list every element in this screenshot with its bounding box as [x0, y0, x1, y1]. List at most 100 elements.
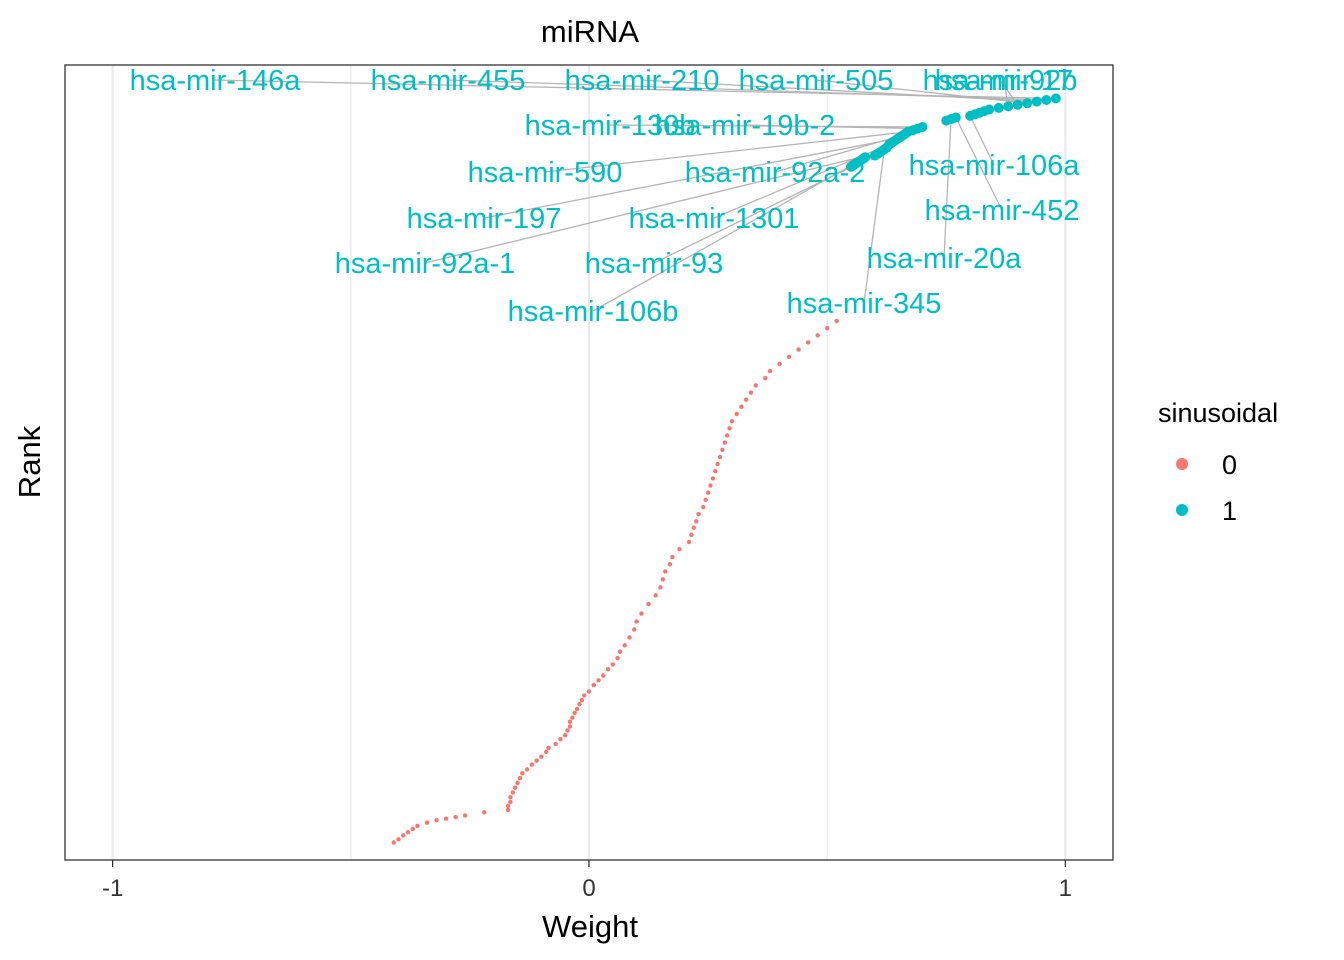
label-leader-line — [943, 119, 952, 259]
data-point-series-0 — [534, 758, 539, 763]
data-point-series-0 — [391, 840, 396, 845]
data-point-series-0 — [686, 539, 692, 545]
data-point-series-0 — [565, 728, 570, 733]
x-axis-title: Weight — [542, 909, 638, 944]
data-point-series-0 — [734, 411, 739, 417]
label-leader-line — [424, 151, 880, 264]
data-point-series-0 — [567, 719, 573, 724]
point-label: hsa-mir-20a — [867, 243, 1023, 275]
data-point-series-1 — [1022, 98, 1033, 109]
data-point-series-0 — [708, 483, 713, 488]
data-point-series-0 — [410, 826, 415, 832]
data-point-series-1 — [1050, 93, 1061, 104]
point-label: hsa-mir-452 — [925, 195, 1080, 227]
label-leader-line — [969, 115, 995, 166]
data-point-series-0 — [443, 816, 449, 821]
data-point-series-0 — [482, 810, 487, 815]
label-leader-lines — [214, 79, 1056, 312]
data-point-series-0 — [824, 325, 830, 331]
legend-key-1 — [1176, 504, 1188, 516]
data-point-series-0 — [703, 497, 708, 503]
data-point-series-0 — [710, 476, 716, 481]
data-point-series-0 — [512, 785, 518, 790]
data-point-series-0 — [796, 347, 801, 352]
point-label: hsa-mir-210 — [565, 65, 720, 97]
data-point-series-1 — [950, 112, 961, 123]
data-point-series-0 — [617, 649, 623, 654]
data-point-series-0 — [553, 741, 558, 747]
data-point-series-0 — [720, 447, 725, 452]
data-point-series-0 — [627, 635, 632, 640]
point-label: hsa-mir-92a-1 — [335, 248, 516, 280]
data-point-series-0 — [529, 762, 535, 767]
data-point-series-0 — [424, 820, 430, 825]
label-leader-line — [863, 149, 885, 304]
data-point-series-0 — [834, 318, 839, 324]
point-labels: hsa-mir-146a hsa-mir-455 hsa-mir-210 hsa-mi… — [130, 65, 1081, 328]
data-point-series-0 — [574, 706, 580, 712]
data-point-series-0 — [763, 376, 768, 381]
data-point-series-0 — [622, 643, 627, 648]
legend-label-0: 0 — [1222, 450, 1237, 480]
data-point-series-0 — [434, 818, 439, 823]
data-point-series-0 — [696, 511, 701, 517]
label-leader-line — [592, 158, 864, 312]
data-point-series-1 — [860, 152, 871, 163]
data-point-series-1 — [993, 102, 1004, 113]
data-point-series-0 — [453, 814, 458, 820]
data-point-series-0 — [634, 619, 639, 624]
point-label: hsa-mir-106a — [909, 150, 1081, 182]
point-label: hsa-mir-197 — [407, 203, 562, 235]
data-point-series-0 — [805, 340, 811, 345]
data-point-series-0 — [615, 655, 620, 661]
legend-key-0 — [1176, 458, 1188, 470]
data-point-series-0 — [670, 554, 675, 560]
point-label: hsa-mir-590 — [468, 157, 623, 189]
data-point-series-0 — [567, 724, 573, 729]
data-point-series-0 — [510, 790, 515, 795]
data-point-series-0 — [415, 823, 420, 829]
y-axis-title: Rank — [12, 425, 47, 498]
data-point-series-0 — [405, 829, 411, 835]
data-point-series-1 — [1041, 94, 1052, 105]
data-point-series-1 — [984, 104, 995, 115]
data-point-series-0 — [658, 585, 663, 590]
data-point-series-0 — [546, 745, 551, 751]
data-point-series-0 — [558, 736, 563, 742]
data-point-series-0 — [539, 754, 544, 759]
label-leader-line — [815, 79, 1028, 104]
x-tick-label: -1 — [102, 875, 123, 902]
data-point-series-0 — [646, 601, 651, 607]
data-point-series-0 — [689, 532, 694, 538]
point-label: hsa-mir-19b-2 — [655, 110, 836, 142]
point-label: hsa-mir-93 — [585, 248, 724, 280]
data-point-series-0 — [610, 662, 616, 667]
label-leader-line — [955, 117, 1003, 211]
x-tick-label: 1 — [1059, 875, 1072, 902]
data-point-series-0 — [524, 767, 530, 772]
data-point-series-0 — [701, 504, 706, 510]
data-point-series-0 — [605, 667, 611, 672]
data-point-series-0 — [722, 440, 727, 445]
data-point-series-1 — [917, 122, 928, 133]
data-point-series-0 — [517, 775, 523, 781]
data-point-series-0 — [462, 813, 468, 818]
data-point-series-0 — [520, 771, 525, 776]
data-point-series-0 — [543, 749, 549, 755]
series-0-points — [391, 318, 839, 845]
point-label: hsa-mir-345 — [787, 288, 942, 320]
data-point-series-0 — [815, 333, 820, 338]
data-point-series-0 — [505, 807, 511, 813]
data-point-series-0 — [753, 383, 758, 388]
series-1-points — [846, 93, 1061, 172]
data-point-series-0 — [570, 715, 575, 720]
data-point-series-0 — [767, 368, 773, 374]
data-point-series-0 — [577, 701, 582, 707]
data-point-series-0 — [744, 397, 749, 402]
data-point-series-0 — [591, 682, 596, 688]
data-point-series-0 — [639, 611, 644, 616]
data-point-series-0 — [677, 546, 682, 552]
data-point-series-0 — [653, 593, 658, 598]
